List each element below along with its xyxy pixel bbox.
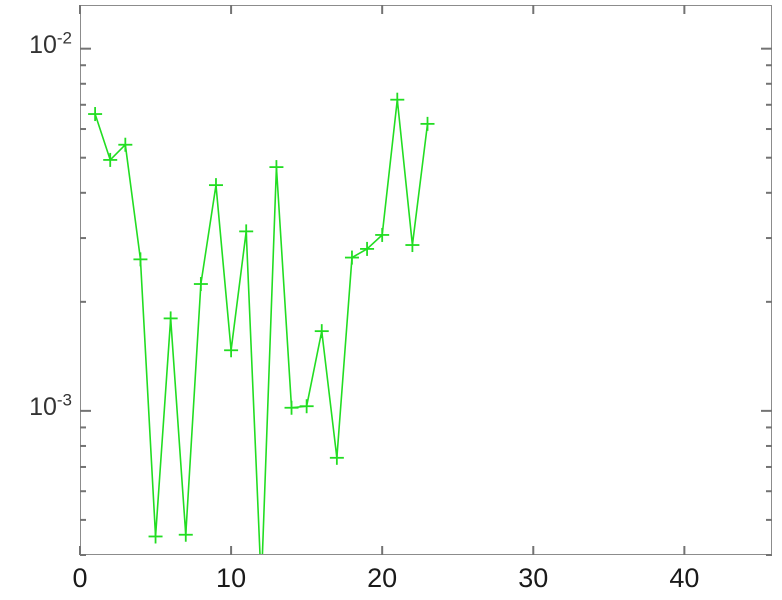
x-tick-label: 10 — [216, 563, 247, 593]
y-tick-label-base: 10 — [29, 392, 57, 421]
data-series-markers — [88, 92, 435, 544]
x-tick-label: 30 — [518, 563, 549, 593]
x-tick-label: 20 — [367, 563, 398, 593]
plot-area — [80, 5, 772, 555]
x-tick-label: 0 — [72, 563, 88, 593]
y-tick-label: 10-2 — [0, 29, 72, 59]
data-series-line — [94, 98, 429, 554]
x-tick-label: 40 — [669, 563, 700, 593]
x-axis-ticks — [79, 5, 686, 555]
y-tick-label-exponent: -3 — [56, 390, 72, 410]
y-tick-label: 10-3 — [0, 392, 72, 421]
y-axis-ticks — [80, 47, 772, 556]
y-tick-label-base: 10 — [29, 30, 57, 59]
y-tick-label-exponent: -2 — [56, 28, 72, 48]
